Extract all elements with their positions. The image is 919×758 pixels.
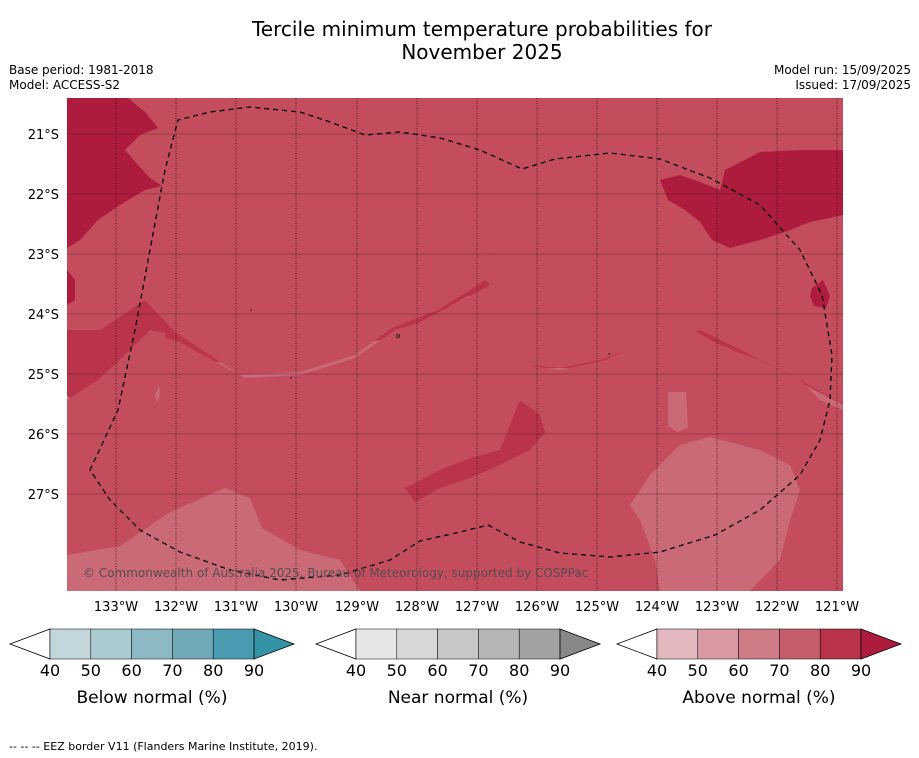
colorbar: 40 50 60 70 80 90 Near normal (%) [314, 628, 602, 708]
colorbar-max-extension [860, 628, 903, 660]
eez-footnote: -- -- -- EEZ border V11 (Flanders Marine… [9, 740, 318, 753]
colorbar-tick-label: 80 [509, 661, 529, 680]
issued-date: Issued: 17/09/2025 [795, 78, 911, 92]
colorbar-tick-label: 60 [121, 661, 141, 680]
colorbar-segment [131, 628, 173, 660]
eez-border [89, 106, 833, 581]
zone-80-90-edge [67, 270, 75, 305]
longitude-label: 125°W [575, 600, 619, 615]
colorbar-tick-label: 80 [203, 661, 223, 680]
copyright-notice: © Commonwealth of Australia 2025, Bureau… [83, 566, 588, 580]
island-marker [608, 353, 610, 355]
colorbar-segment [212, 628, 255, 660]
colorbar-legends: 40 50 60 70 80 90 Below normal (%) 40 50 60 70 80 90… [8, 628, 903, 708]
colorbar-max-extension [559, 628, 602, 660]
colorbar-max-extension [253, 628, 296, 660]
colorbar-title: Above normal (%) [682, 688, 835, 708]
colorbar-min-extension [314, 628, 357, 660]
colorbar: 40 50 60 70 80 90 Above normal (%) [615, 628, 903, 708]
model-run: Model run: 15/09/2025 [773, 63, 911, 77]
latitude-label: 24°S [28, 308, 59, 323]
zone-80-90-east [660, 150, 843, 248]
meta-right: Model run: 15/09/2025 Issued: 17/09/2025 [774, 63, 911, 93]
longitude-label: 130°W [274, 600, 318, 615]
probability-map: © Commonwealth of Australia 2025, Bureau… [67, 98, 843, 591]
latitude-label: 25°S [28, 368, 59, 383]
title-line-1: Tercile minimum temperature probabilitie… [251, 17, 713, 41]
zone-80-90-spot [810, 280, 830, 308]
colorbar-segment [437, 628, 479, 660]
island-marker [250, 309, 252, 311]
longitude-label: 132°W [154, 600, 198, 615]
colorbar-tick-label: 80 [810, 661, 830, 680]
latitude-label: 26°S [28, 428, 59, 443]
colorbar-segment [49, 628, 92, 660]
zone-50-60-patch [668, 392, 688, 432]
colorbar-segment [779, 628, 821, 660]
base-period: Base period: 1981-2018 [9, 63, 154, 77]
colorbar-segment [697, 628, 739, 660]
colorbar-tick-label: 70 [769, 661, 789, 680]
longitude-label: 128°W [395, 600, 439, 615]
colorbar-segment [172, 628, 214, 660]
colorbar-tick-label: 90 [851, 661, 871, 680]
colorbar-segment [478, 628, 520, 660]
longitude-label: 129°W [335, 600, 379, 615]
colorbar-tick-label: 50 [81, 661, 101, 680]
zone-80-90-west [67, 98, 162, 248]
colorbar-tick-label: 60 [427, 661, 447, 680]
colorbar-segment [738, 628, 780, 660]
latitude-labels: 21°S 22°S 23°S 24°S 25°S 26°S 27°S [28, 128, 59, 503]
colorbar-title: Below normal (%) [77, 688, 228, 708]
longitude-label: 123°W [695, 600, 739, 615]
island-marker [396, 334, 400, 338]
colorbar-tick-label: 70 [162, 661, 182, 680]
colorbar-segment [656, 628, 699, 660]
colorbar-tick-label: 60 [728, 661, 748, 680]
zone-50-60-southeast [630, 437, 800, 591]
latitude-label: 22°S [28, 188, 59, 203]
chart-title: Tercile minimum temperature probabilitie… [0, 18, 919, 64]
title-line-2: November 2025 [401, 40, 563, 64]
colorbar-tick-label: 50 [387, 661, 407, 680]
colorbar-min-extension [8, 628, 51, 660]
colorbar-tick-label: 40 [346, 661, 366, 680]
colorbar-segment [819, 628, 862, 660]
latitude-label: 27°S [28, 488, 59, 503]
colorbar-tick-label: 70 [468, 661, 488, 680]
longitude-label: 127°W [455, 600, 499, 615]
zone-70-80-strip [405, 400, 545, 502]
latitude-label: 23°S [28, 248, 59, 263]
colorbar-segment [355, 628, 398, 660]
colorbar-segment [518, 628, 561, 660]
longitude-label: 126°W [515, 600, 559, 615]
meta-left: Base period: 1981-2018 Model: ACCESS-S2 [9, 63, 154, 93]
colorbar-tick-label: 40 [647, 661, 667, 680]
zone-60-70-band [67, 330, 170, 472]
colorbar-min-extension [615, 628, 658, 660]
colorbar-tick-label: 50 [688, 661, 708, 680]
colorbar-tick-label: 40 [40, 661, 60, 680]
zone-60-70-mid [67, 98, 843, 405]
latitude-label: 21°S [28, 128, 59, 143]
colorbar-tick-label: 90 [550, 661, 570, 680]
colorbar: 40 50 60 70 80 90 Below normal (%) [8, 628, 296, 708]
longitude-labels: 133°W 132°W 131°W 130°W 129°W 128°W 127°W 126°W… [94, 600, 859, 615]
longitude-label: 124°W [635, 600, 679, 615]
longitude-label: 122°W [755, 600, 799, 615]
island-marker [290, 377, 292, 379]
longitude-label: 131°W [214, 600, 258, 615]
longitude-label: 133°W [94, 600, 138, 615]
colorbar-segment [90, 628, 132, 660]
colorbar-title: Near normal (%) [388, 688, 528, 708]
model-name: Model: ACCESS-S2 [9, 78, 121, 92]
map-gridlines [67, 98, 843, 591]
colorbar-tick-label: 90 [244, 661, 264, 680]
zone-50-60-southwest [67, 488, 360, 591]
colorbar-segment [396, 628, 438, 660]
longitude-label: 121°W [815, 600, 859, 615]
